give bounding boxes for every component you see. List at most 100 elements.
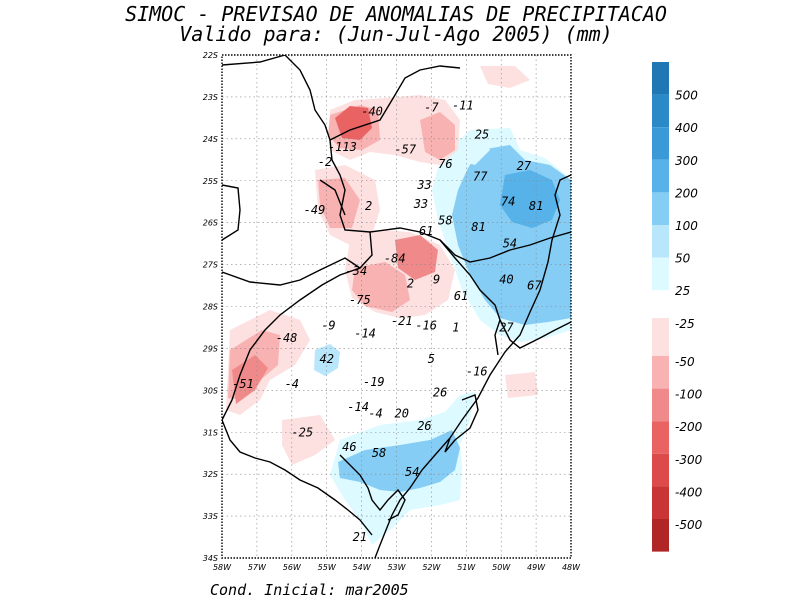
anomaly-value: -113 bbox=[328, 140, 357, 154]
negative-anomaly-north-core bbox=[335, 106, 372, 140]
positive-anomaly-core-south bbox=[338, 430, 460, 492]
anomaly-value: -34 bbox=[346, 264, 368, 278]
anomaly-value: 77 bbox=[473, 170, 488, 184]
colorbar-label: -400 bbox=[675, 485, 703, 499]
colorbar-label: -500 bbox=[675, 518, 703, 532]
lat-tick-label: 22S bbox=[203, 51, 218, 60]
anomaly-value: -84 bbox=[384, 251, 406, 265]
lon-tick-label: 52W bbox=[422, 563, 441, 572]
colorbar-swatch-positive bbox=[652, 225, 669, 258]
anomaly-value: 67 bbox=[527, 279, 542, 293]
colorbar: 500 400 300 200 100 50 25 -25 -50 -100 -200 -300 -40… bbox=[652, 62, 703, 552]
lon-tick-label: 51W bbox=[457, 563, 476, 572]
negative-anomaly-center-east bbox=[395, 235, 438, 280]
lon-tick-label: 49W bbox=[527, 563, 546, 572]
colorbar-swatch-negative bbox=[652, 453, 669, 487]
colorbar-swatch-negative bbox=[652, 356, 669, 389]
positive-anomaly-spot bbox=[314, 344, 340, 376]
anomaly-value: -21 bbox=[391, 314, 413, 328]
anomaly-value: -19 bbox=[363, 375, 385, 389]
lon-tick-label: 58W bbox=[213, 563, 232, 572]
anomaly-value: 54 bbox=[405, 465, 419, 479]
anomaly-value: 1 bbox=[452, 320, 459, 334]
negative-anomaly-center-strong bbox=[352, 262, 410, 312]
anomaly-value: -7 bbox=[424, 100, 439, 114]
colorbar-swatch-negative bbox=[652, 519, 669, 552]
lon-tick-label: 48W bbox=[562, 563, 581, 572]
colorbar-label: 25 bbox=[675, 284, 690, 298]
anomaly-value: 5 bbox=[428, 352, 435, 366]
anomaly-value: 61 bbox=[419, 224, 433, 238]
anomaly-value: 9 bbox=[433, 272, 440, 286]
colorbar-swatch-negative bbox=[652, 486, 669, 519]
anomaly-value: 27 bbox=[499, 320, 514, 334]
lon-tick-label: 54W bbox=[353, 563, 372, 572]
anomaly-value: -11 bbox=[452, 98, 474, 112]
colorbar-label: -100 bbox=[675, 388, 703, 402]
colorbar-swatch-positive bbox=[652, 127, 669, 160]
anomaly-value: 42 bbox=[319, 352, 333, 366]
lon-tick-label: 57W bbox=[248, 563, 267, 572]
negative-anomaly-south-small bbox=[282, 415, 335, 465]
anomaly-value: 2 bbox=[365, 199, 372, 213]
lat-tick-label: 26S bbox=[203, 219, 218, 228]
colorbar-label: -200 bbox=[675, 420, 703, 434]
colorbar-swatch-positive bbox=[652, 159, 669, 193]
anomaly-value: 40 bbox=[499, 272, 513, 286]
anomaly-value: 81 bbox=[471, 220, 485, 234]
anomaly-value: 33 bbox=[416, 178, 431, 192]
negative-anomaly-east-small bbox=[505, 372, 538, 398]
anomaly-value: 21 bbox=[353, 530, 367, 544]
colorbar-label: 500 bbox=[675, 89, 698, 103]
colorbar-swatch-negative bbox=[652, 388, 669, 422]
colorbar-swatch-positive bbox=[652, 62, 669, 95]
anomaly-value: 25 bbox=[475, 128, 489, 142]
lat-tick-label: 33S bbox=[203, 512, 218, 521]
lat-tick-label: 34S bbox=[203, 554, 218, 563]
negative-anomaly-west-strong bbox=[318, 178, 360, 228]
anomaly-value: 20 bbox=[395, 406, 409, 420]
lon-tick-label: 50W bbox=[492, 563, 511, 572]
anomaly-value: -14 bbox=[354, 327, 376, 341]
colorbar-label: 400 bbox=[675, 121, 698, 135]
anomaly-value: -51 bbox=[232, 377, 254, 391]
anomaly-value: -40 bbox=[361, 105, 383, 119]
lat-tick-label: 28S bbox=[203, 303, 218, 312]
anomaly-value: 26 bbox=[433, 385, 447, 399]
anomaly-value: 74 bbox=[501, 195, 515, 209]
anomaly-fields bbox=[226, 66, 571, 545]
state-boundaries bbox=[222, 55, 571, 421]
anomaly-value: -2 bbox=[318, 155, 332, 169]
lat-tick-label: 30S bbox=[203, 386, 218, 395]
anomaly-value: -57 bbox=[394, 142, 416, 156]
coastline bbox=[222, 174, 571, 558]
anomaly-value: 58 bbox=[372, 446, 386, 460]
anomaly-value: -4 bbox=[285, 377, 299, 391]
lon-tick-label: 53W bbox=[387, 563, 406, 572]
colorbar-swatch-positive bbox=[652, 94, 669, 128]
positive-anomaly-north-patch bbox=[455, 132, 490, 165]
positive-anomaly-core-inner bbox=[500, 170, 560, 228]
colorbar-label: 100 bbox=[675, 219, 698, 233]
initial-condition-label: Cond. Inicial: mar2005 bbox=[210, 581, 409, 599]
anomaly-value: 58 bbox=[438, 214, 452, 228]
lat-tick-label: 23S bbox=[203, 93, 218, 102]
colorbar-label: -50 bbox=[675, 355, 695, 369]
anomaly-value: 26 bbox=[417, 419, 431, 433]
colorbar-label: 50 bbox=[675, 252, 691, 266]
latitude-tick-labels: 22S 23S 24S 25S 26S 27S 28S 29S 30S 31S 32S 33S 34S bbox=[203, 51, 218, 563]
anomaly-value: -49 bbox=[304, 203, 326, 217]
anomaly-value: 2 bbox=[407, 276, 414, 290]
colorbar-label: -25 bbox=[675, 317, 695, 331]
lon-tick-label: 55W bbox=[318, 563, 337, 572]
colorbar-label: -300 bbox=[675, 453, 703, 467]
map-frame bbox=[221, 54, 572, 559]
anomaly-value: 76 bbox=[438, 157, 452, 171]
lat-tick-label: 25S bbox=[203, 177, 218, 186]
lat-tick-label: 24S bbox=[203, 135, 218, 144]
longitude-tick-labels: 58W 57W 56W 55W 54W 53W 52W 51W 50W 49W 48W bbox=[213, 563, 581, 572]
lat-tick-label: 27S bbox=[203, 261, 218, 270]
anomaly-value: 54 bbox=[503, 237, 517, 251]
colorbar-swatch-negative bbox=[652, 421, 669, 454]
